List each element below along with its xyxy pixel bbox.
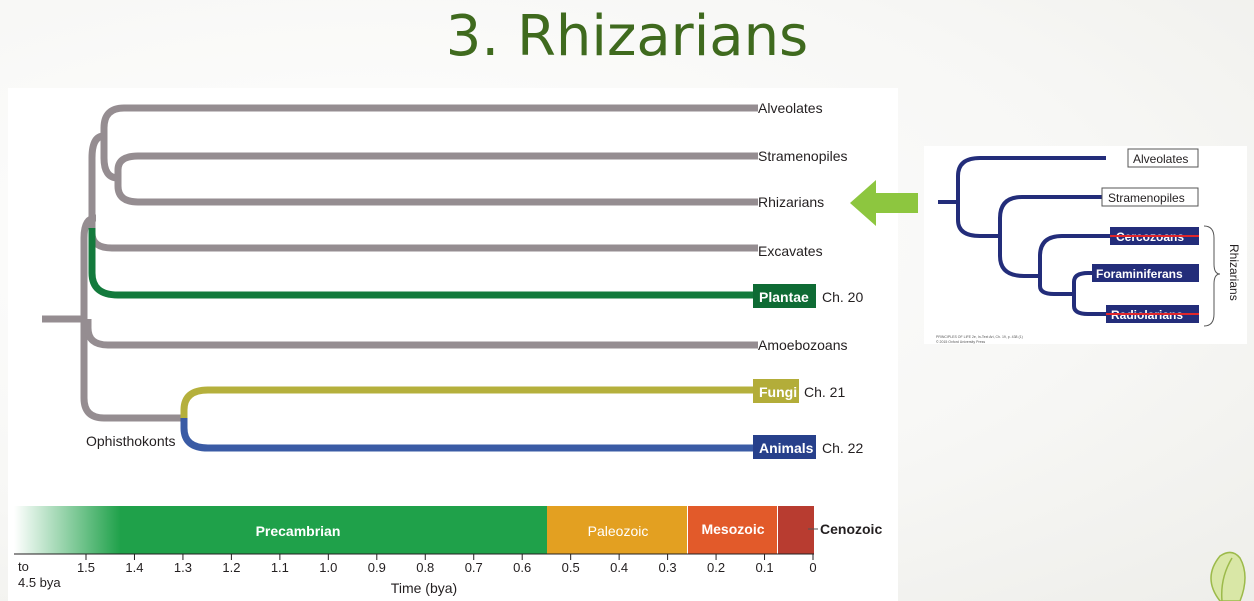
inset-label-foraminiferans: Foraminiferans <box>1096 267 1183 281</box>
time-axis-start-label-line2: 4.5 bya <box>18 575 61 590</box>
fungi-label-box <box>753 379 799 403</box>
inset-branch-cercozoans-node <box>1038 234 1114 276</box>
inset-branch-fora-radio <box>1038 276 1074 296</box>
inset-group-label-rhizarians: Rhizarians <box>1227 244 1241 301</box>
taxon-label-fungi: Fungi <box>759 384 797 400</box>
time-axis-ticks: 1.5 1.4 1.3 1.2 1.1 1.0 0.9 0.8 0.7 0.6 0.5 0.4 0.3 0… <box>77 554 817 575</box>
inset-branch-rhizarians <box>998 236 1040 278</box>
inset-label-stramenopiles: Stramenopiles <box>1108 191 1185 205</box>
taxon-label-animals: Animals <box>759 440 814 456</box>
time-axis-tick-label: 0.5 <box>562 560 580 575</box>
animals-label-box <box>753 435 816 459</box>
time-axis-tick-label: 1.0 <box>319 560 337 575</box>
green-arrow-shape <box>850 180 918 226</box>
time-axis-tick-label: 1.3 <box>174 560 192 575</box>
branch-amoebozoans <box>84 319 758 349</box>
taxon-label-amoebozoans: Amoebozoans <box>758 337 848 353</box>
inset-foraminiferans-box <box>1092 264 1199 282</box>
inset-credit-line2: © 2015 Oxford University Press <box>936 340 985 344</box>
inset-branch-lower <box>956 202 1000 238</box>
taxon-label-plantae: Plantae <box>759 289 809 305</box>
slide-title: 3. Rhizarians <box>445 4 809 69</box>
era-label-precambrian: Precambrian <box>256 523 341 539</box>
taxon-label-alveolates: Alveolates <box>758 100 823 116</box>
time-axis-tick-label: 1.1 <box>271 560 289 575</box>
branch-animals <box>180 418 758 452</box>
time-axis-tick-label: 0.1 <box>755 560 773 575</box>
phylogeny-svg: Alveolates Stramenopiles Rhizarians Exca… <box>14 100 882 596</box>
inset-branch-foraminiferans <box>1072 271 1096 294</box>
inset-alveolates-box <box>1127 148 1199 168</box>
inset-branch-radiolarians <box>1072 294 1110 316</box>
era-label-cenozoic: Cenozoic <box>820 521 882 537</box>
era-bar-precambrian <box>14 506 547 554</box>
time-axis-tick-label: 0.9 <box>368 560 386 575</box>
time-axis-tick-label: 0.3 <box>659 560 677 575</box>
chapter-label-fungi: Ch. 21 <box>804 384 845 400</box>
branch-plantae <box>88 228 758 299</box>
leaf-decoration-vein <box>1220 557 1233 601</box>
branch-to-alveolates-node <box>100 104 758 136</box>
main-phylogeny-figure: Alveolates Stramenopiles Rhizarians Exca… <box>8 88 898 601</box>
branch-rhizarians <box>114 178 758 206</box>
taxon-label-rhizarians: Rhizarians <box>758 194 824 210</box>
era-bar-mesozoic <box>688 506 777 554</box>
era-bar-paleozoic <box>547 506 687 554</box>
time-axis-tick-label: 0.7 <box>465 560 483 575</box>
era-label-paleozoic: Paleozoic <box>588 523 649 539</box>
taxon-label-stramenopiles: Stramenopiles <box>758 148 848 164</box>
green-arrow-icon <box>850 180 918 226</box>
branch-excavates <box>88 218 758 252</box>
era-bar-cenozoic <box>778 506 814 554</box>
inset-rhizarians-bracket <box>1203 225 1221 327</box>
time-axis-start-label-line1: to <box>18 559 29 574</box>
leaf-decoration-icon <box>1210 551 1246 601</box>
clade-label-opisthokonts: Ophisthokonts <box>86 433 176 449</box>
time-axis-tick-label: 1.2 <box>222 560 240 575</box>
inset-branch-alveolates <box>956 156 1106 202</box>
inset-branch-stramenopiles <box>998 195 1106 236</box>
inset-credit-line1: PRINCIPLES OF LIFE 2e, In-Text Art, Ch. … <box>936 335 1023 339</box>
era-label-mesozoic: Mesozoic <box>701 521 764 537</box>
inset-tree-svg: Alveolates Stramenopiles Cercozoans Fora… <box>936 148 1241 344</box>
time-axis-title: Time (bya) <box>391 580 457 596</box>
time-axis-tick-label: 1.4 <box>125 560 143 575</box>
inset-stramenopiles-box <box>1101 187 1199 207</box>
time-axis-tick-label: 0.6 <box>513 560 531 575</box>
plantae-label-box <box>753 284 816 308</box>
time-axis-tick-label: 0.2 <box>707 560 725 575</box>
branch-root-to-opisthokonts <box>80 319 184 422</box>
time-axis-tick-label: 0 <box>809 560 816 575</box>
taxon-label-excavates: Excavates <box>758 243 823 259</box>
time-axis-tick-label: 0.4 <box>610 560 628 575</box>
leaf-decoration-shape <box>1210 551 1246 601</box>
chapter-label-plantae: Ch. 20 <box>822 289 863 305</box>
inset-rhizarian-tree-figure: Alveolates Stramenopiles Cercozoans Fora… <box>924 146 1247 344</box>
time-axis-tick-label: 0.8 <box>416 560 434 575</box>
inset-label-alveolates: Alveolates <box>1133 152 1188 166</box>
chapter-label-animals: Ch. 22 <box>822 440 863 456</box>
branch-fungi <box>180 386 758 418</box>
time-axis-tick-label: 1.5 <box>77 560 95 575</box>
branch-stramenopiles <box>114 152 758 178</box>
